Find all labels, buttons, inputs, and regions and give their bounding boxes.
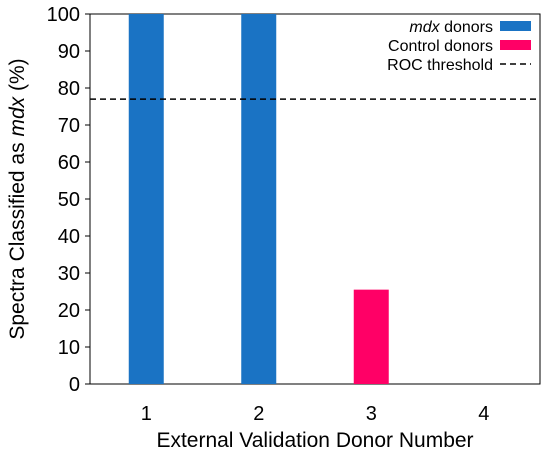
bar-control-donors-3 (353, 289, 389, 384)
bar-mdx-donors-1 (128, 14, 164, 384)
legend-control-donors-swatch (500, 40, 531, 50)
x-axis: 1 2 3 4 (141, 403, 490, 425)
y-tick-label: 20 (58, 300, 80, 322)
bars (128, 14, 389, 384)
x-tick-label: 2 (253, 403, 264, 425)
legend-mdx-donors-label: mdx donors (409, 19, 493, 36)
x-axis-title: External Validation Donor Number (156, 429, 473, 452)
x-tick-label: 4 (478, 403, 489, 425)
y-tick-label: 50 (58, 189, 80, 211)
y-tick-label: 80 (58, 78, 80, 100)
y-tick-label: 90 (58, 41, 80, 63)
legend-roc-threshold-label: ROC threshold (387, 57, 493, 74)
x-tick-label: 3 (366, 403, 377, 425)
y-tick-label: 40 (58, 226, 80, 248)
y-tick-label: 70 (58, 115, 80, 137)
legend-mdx-donors-swatch (500, 21, 531, 31)
y-tick-label: 30 (58, 263, 80, 285)
y-axis: 0 10 20 30 40 50 60 70 80 90 100 (47, 4, 90, 396)
y-axis-title: Spectra Classified as mdx (%) (6, 58, 29, 339)
y-tick-label: 60 (58, 152, 80, 174)
y-tick-label: 0 (69, 374, 80, 396)
bar-mdx-donors-2 (241, 14, 277, 384)
y-tick-label: 10 (58, 337, 80, 359)
legend-control-donors-label: Control donors (388, 38, 493, 55)
x-tick-label: 1 (141, 403, 152, 425)
y-tick-label: 100 (47, 4, 80, 26)
legend: mdx donors Control donors ROC threshold (387, 19, 531, 74)
